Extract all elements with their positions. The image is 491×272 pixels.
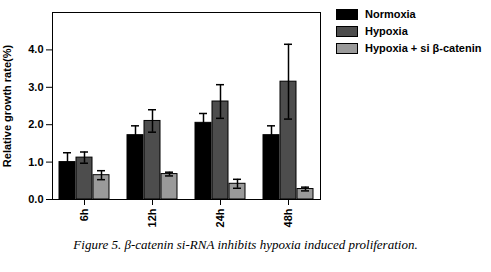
svg-text:24h: 24h [214,208,226,227]
svg-text:2.0: 2.0 [28,118,43,130]
svg-text:Relative growth rate(%): Relative growth rate(%) [1,45,13,168]
svg-text:6h: 6h [78,208,90,221]
svg-text:3.0: 3.0 [28,81,43,93]
svg-text:12h: 12h [146,208,158,227]
svg-text:4.0: 4.0 [28,43,43,55]
svg-text:48h: 48h [282,208,294,227]
html-text:Figure 5. β-catenin si-RNA inh: Figure 5. β-catenin si-RNA inhibits hypo… [73,237,418,252]
svg-text:1.0: 1.0 [28,156,43,168]
html-text:Hypoxia: Hypoxia [365,25,408,37]
html-text:Hypoxia + si β-catenin: Hypoxia + si β-catenin [365,42,482,54]
svg-text:0.0: 0.0 [28,193,43,205]
html-text:Normoxia: Normoxia [365,8,416,20]
